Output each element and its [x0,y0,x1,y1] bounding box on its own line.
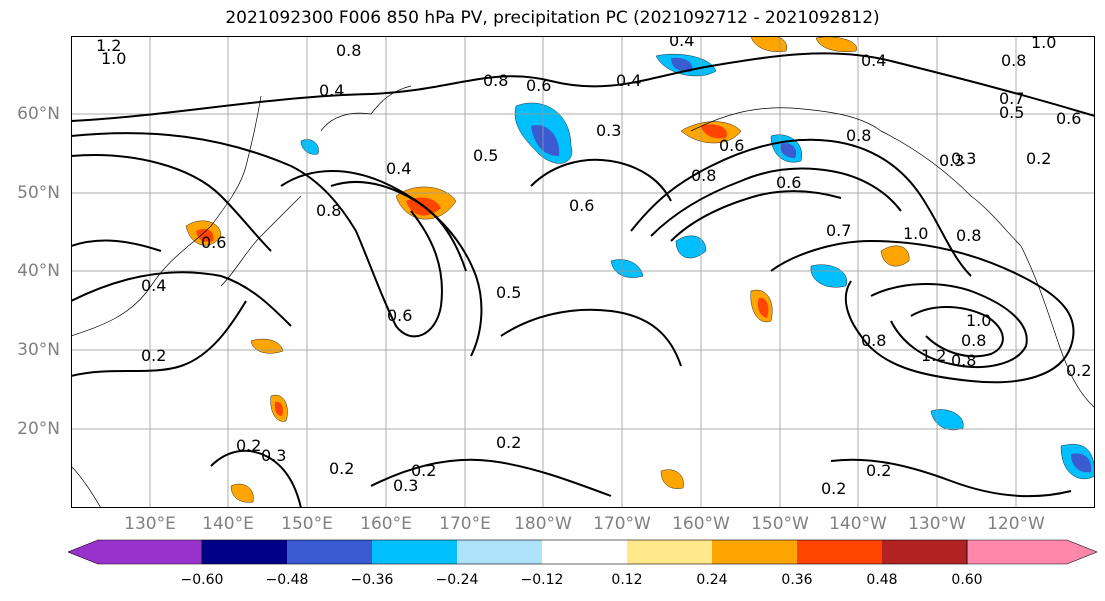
contour-label: 1.0 [101,49,126,68]
lon-label: 140°E [202,514,254,534]
contour-label: 0.2 [236,436,261,455]
contour-label: 0.8 [1001,51,1026,70]
lat-label: 40°N [17,261,60,281]
contour-label: 0.5 [496,283,521,302]
contour-label: 0.6 [776,173,801,192]
contour-label: 0.2 [821,479,846,498]
contour-label: 0.6 [569,196,594,215]
contour-label: 0.8 [961,331,986,350]
lon-label: 140°W [829,514,887,534]
lon-label: 160°W [672,514,730,534]
contour-label: 0.7 [999,89,1024,108]
colorbar-segment [68,539,203,565]
lon-label: 170°E [439,514,491,534]
colorbar-tick-label: −0.12 [520,572,564,588]
contour-label: 0.2 [141,346,166,365]
contour-label: 0.3 [261,446,286,465]
contour-label: 0.4 [319,81,344,100]
lon-label: 130°W [908,514,966,534]
colorbar-tick-label: 0.36 [781,572,813,588]
contour-label: 0.8 [956,226,981,245]
contour-label: 0.2 [411,461,436,480]
contour-label: 0.2 [329,459,354,478]
lon-label: 170°W [593,514,651,534]
colorbar-segment [627,540,712,564]
lon-label: 120°W [987,514,1045,534]
contour-label: 0.6 [387,306,412,325]
map-frame [71,36,1095,508]
colorbar-segment [966,539,1098,565]
contour-label: 1.2 [921,346,946,365]
contour-label: 0.6 [719,136,744,155]
colorbar-segment [712,540,797,564]
lon-label: 160°E [360,514,412,534]
colorbar-tick-label: 0.60 [951,572,983,588]
contour-label: 0.4 [386,159,411,178]
colorbar-segment [797,540,882,564]
contour-label: 0.4 [616,71,641,90]
colorbar-segment [542,540,627,564]
contour-label: 0.8 [861,331,886,350]
map-title: 2021092300 F006 850 hPa PV, precipitatio… [225,8,880,28]
contour-label: 0.6 [1056,109,1081,128]
contour-label: 0.3 [393,476,418,495]
contour-label: 0.3 [951,149,976,168]
contour-label: 0.3 [596,121,621,140]
colorbar-segment [882,540,967,564]
contour-label: 0.8 [846,126,871,145]
colorbar-tick-label: 0.24 [696,572,728,588]
contour-label: 1.2 [96,36,121,55]
contour-label: 0.3 [939,151,964,170]
lat-label: 60°N [17,104,60,124]
lat-label: 20°N [17,419,60,439]
contour-label: 1.0 [966,311,991,330]
contour-label: 0.2 [496,433,521,452]
contour-label: 0.4 [669,36,694,50]
contour-labels: 1.2 1.0 0.8 0.4 0.8 0.6 0.4 0.8 1.0 0.4 … [96,36,1091,498]
colorbar-tick-label: −0.48 [265,572,309,588]
colorbar-tick-label: −0.36 [350,572,394,588]
colorbar-tick-label: 0.12 [611,572,643,588]
colorbar-segment [287,540,372,564]
contour-label: 0.7 [826,221,851,240]
colorbar [68,539,1098,565]
contour-label: 0.8 [316,201,341,220]
lat-label: 30°N [17,340,60,360]
contour-label: 0.2 [1026,149,1051,168]
colorbar-segment [457,540,542,564]
colorbar-segment [372,540,457,564]
contour-label: 1.0 [1031,36,1056,52]
lon-label: 130°E [124,514,176,534]
colorbar-segment [202,540,287,564]
colorbar-tick-label: −0.24 [435,572,479,588]
contour-label: 0.5 [999,103,1024,122]
contour-label: 0.8 [691,166,716,185]
lon-label: 180°W [514,514,572,534]
contour-label: 0.2 [866,461,891,480]
graticule [71,36,1095,508]
contour-label: 0.8 [336,41,361,60]
contour-label: 0.8 [483,71,508,90]
lon-label: 150°W [751,514,809,534]
colorbar-tick-label: 0.48 [866,572,898,588]
contour-label: 0.4 [141,276,166,295]
lat-label: 50°N [17,183,60,203]
colorbar-tick-label: −0.60 [180,572,224,588]
contour-label: 0.5 [473,146,498,165]
map-panel: 1.2 1.0 0.8 0.4 0.8 0.6 0.4 0.8 1.0 0.4 … [71,36,1095,508]
contour-label: 0.6 [201,233,226,252]
contour-label: 1.0 [903,224,928,243]
lon-label: 150°E [281,514,333,534]
contour-label: 0.6 [526,76,551,95]
contour-label: 0.2 [1066,361,1091,380]
contour-label: 0.4 [861,51,886,70]
precip-shading [185,36,1095,503]
pv-contours [71,52,1095,508]
contour-label: 0.8 [951,351,976,370]
